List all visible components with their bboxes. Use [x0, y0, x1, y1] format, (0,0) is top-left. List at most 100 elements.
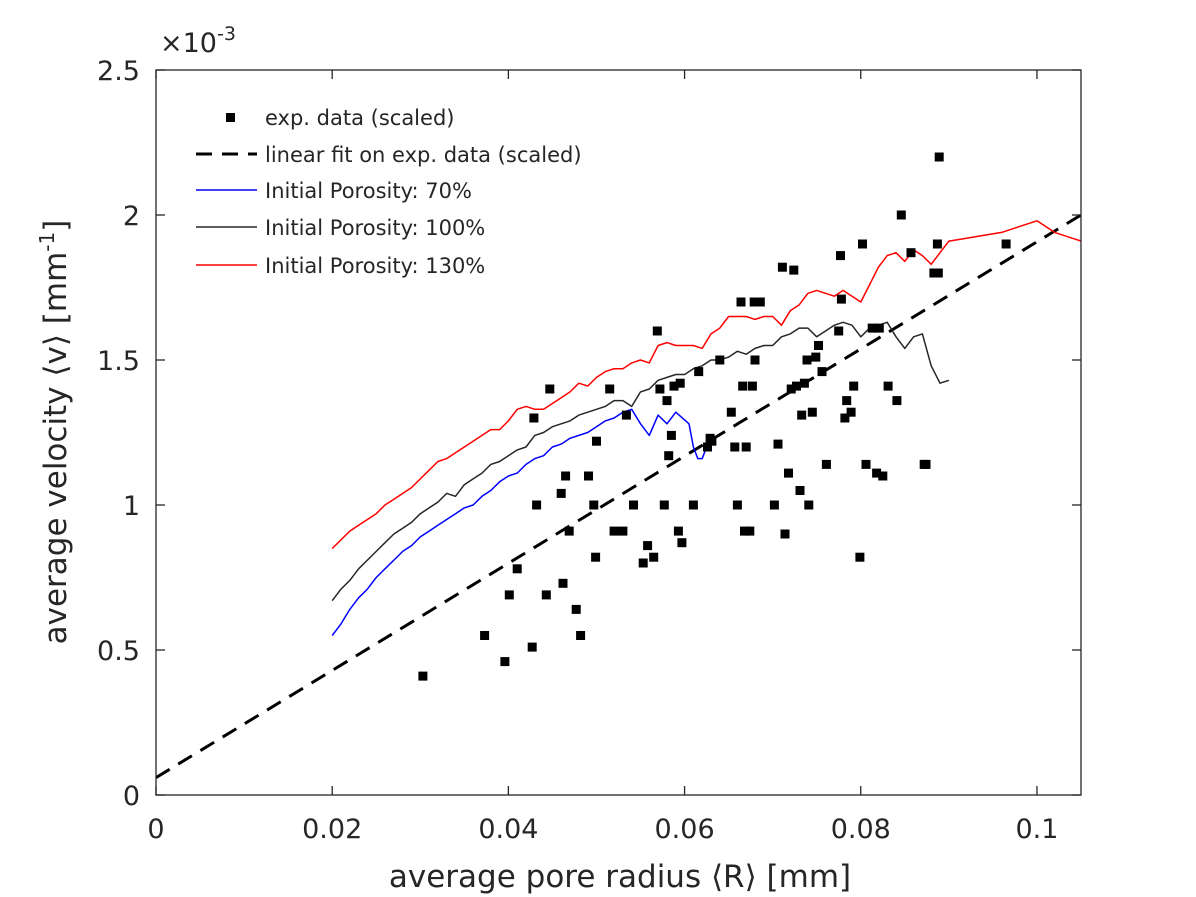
- scatter-point: [571, 604, 581, 614]
- x-tick-label: 0.06: [655, 814, 715, 845]
- scatter-point: [745, 526, 755, 536]
- scatter-point: [669, 381, 679, 391]
- scatter-point: [814, 341, 823, 350]
- plot-frame: [155, 69, 1082, 796]
- x-tick-label: 0.08: [831, 814, 891, 845]
- scatter-point: [707, 436, 717, 446]
- y-tick-label: 2.5: [97, 56, 140, 87]
- scatter-point: [500, 657, 510, 667]
- scatter-point: [1001, 239, 1011, 249]
- scatter-point: [418, 671, 428, 681]
- scatter-point: [592, 436, 601, 446]
- scatter-point: [836, 251, 845, 261]
- scatter-point: [750, 355, 760, 365]
- series-line-porosity-70: [331, 408, 712, 636]
- scatter-point: [738, 381, 748, 391]
- scatter-point: [741, 442, 751, 452]
- scatter-point: [896, 210, 906, 220]
- y-tick-label: 0: [123, 781, 140, 812]
- scatter-point: [861, 459, 871, 469]
- scatter-point: [740, 526, 749, 536]
- scatter-point: [834, 326, 844, 336]
- scatter-point: [883, 381, 893, 391]
- scatter-point: [673, 526, 683, 536]
- scatter-point: [817, 367, 827, 377]
- scatter-point: [726, 407, 736, 417]
- legend: exp. data (scaled) linear fit on exp. da…: [196, 106, 582, 278]
- y-tick-label: 0.5: [97, 636, 140, 667]
- scatter-point: [576, 631, 586, 640]
- scatter-point: [836, 294, 846, 304]
- series-line-porosity-130: [331, 220, 1081, 550]
- scatter-point: [933, 268, 943, 278]
- scatter-point: [786, 384, 796, 394]
- scatter-point: [564, 526, 574, 536]
- scatter-point: [811, 352, 821, 362]
- scatter-point: [655, 384, 665, 394]
- scatter-point: [799, 378, 809, 388]
- scatter-point: [545, 384, 555, 394]
- scatter-point: [664, 451, 674, 461]
- scatter-point: [769, 500, 779, 510]
- scatter-point: [532, 500, 542, 510]
- scatter-point: [589, 500, 599, 510]
- scatter-point: [643, 541, 653, 551]
- scatter-point: [527, 642, 537, 652]
- scatter-point: [732, 500, 742, 510]
- scatter-point: [638, 558, 648, 568]
- legend-label-exp: exp. data (scaled): [265, 106, 454, 130]
- scatter-point: [649, 552, 659, 562]
- legend-marker-exp: [226, 113, 235, 122]
- scatter-point: [789, 265, 799, 275]
- scatter-point: [849, 381, 859, 391]
- x-tick-label: 0.04: [478, 814, 538, 845]
- scatter-point: [666, 430, 676, 440]
- scatter-point: [921, 459, 931, 469]
- scatter-point: [773, 439, 783, 449]
- scatter-point: [694, 367, 704, 377]
- scatter-point: [892, 396, 902, 406]
- scatter-point: [529, 413, 539, 423]
- y-axis-title: average velocity ⟨v⟩ [mm-1]: [35, 220, 74, 645]
- x-tick-label: 0.1: [1015, 814, 1058, 845]
- x-axis-title: average pore radius ⟨R⟩ [mm]: [389, 859, 851, 895]
- scatter-point: [792, 381, 801, 391]
- scatter-point: [715, 355, 725, 365]
- series-line-porosity-100: [331, 321, 950, 602]
- scatter-point: [591, 552, 601, 562]
- scatter-point: [621, 410, 631, 420]
- scatter-point: [659, 500, 669, 510]
- scatter-point: [934, 152, 944, 162]
- scatter-point: [605, 384, 615, 394]
- scatter-point: [747, 381, 757, 391]
- scatter-point: [688, 500, 698, 510]
- scatter-point: [675, 378, 685, 388]
- scatter-point: [804, 500, 814, 510]
- scatter-point: [780, 529, 790, 539]
- scatter-point: [807, 407, 817, 417]
- scatter-point: [662, 396, 672, 406]
- x-tick-label: 0.02: [302, 814, 362, 845]
- scatter-point: [878, 471, 888, 481]
- scatter-point: [703, 442, 712, 452]
- scatter-point: [755, 297, 765, 307]
- scatter-point: [652, 326, 662, 336]
- scatter-point: [480, 631, 490, 640]
- scatter-point: [840, 413, 850, 423]
- scatter-point: [846, 407, 856, 417]
- scatter-point: [677, 538, 687, 548]
- y-exponent-label: ×10-3: [160, 23, 236, 59]
- scatter-point: [906, 248, 916, 258]
- scatter-point: [855, 552, 865, 562]
- scatter-point: [797, 410, 807, 420]
- scatter-point: [784, 468, 793, 478]
- y-tick-label: 1.5: [97, 346, 140, 377]
- y-tick-label: 1: [123, 491, 140, 522]
- scatter-point: [858, 239, 867, 249]
- scatter-point: [609, 526, 619, 536]
- legend-label-fit: linear fit on exp. data (scaled): [265, 143, 582, 167]
- scatter-point: [867, 323, 877, 333]
- scatter-point: [561, 471, 571, 481]
- scatter-point: [932, 239, 942, 249]
